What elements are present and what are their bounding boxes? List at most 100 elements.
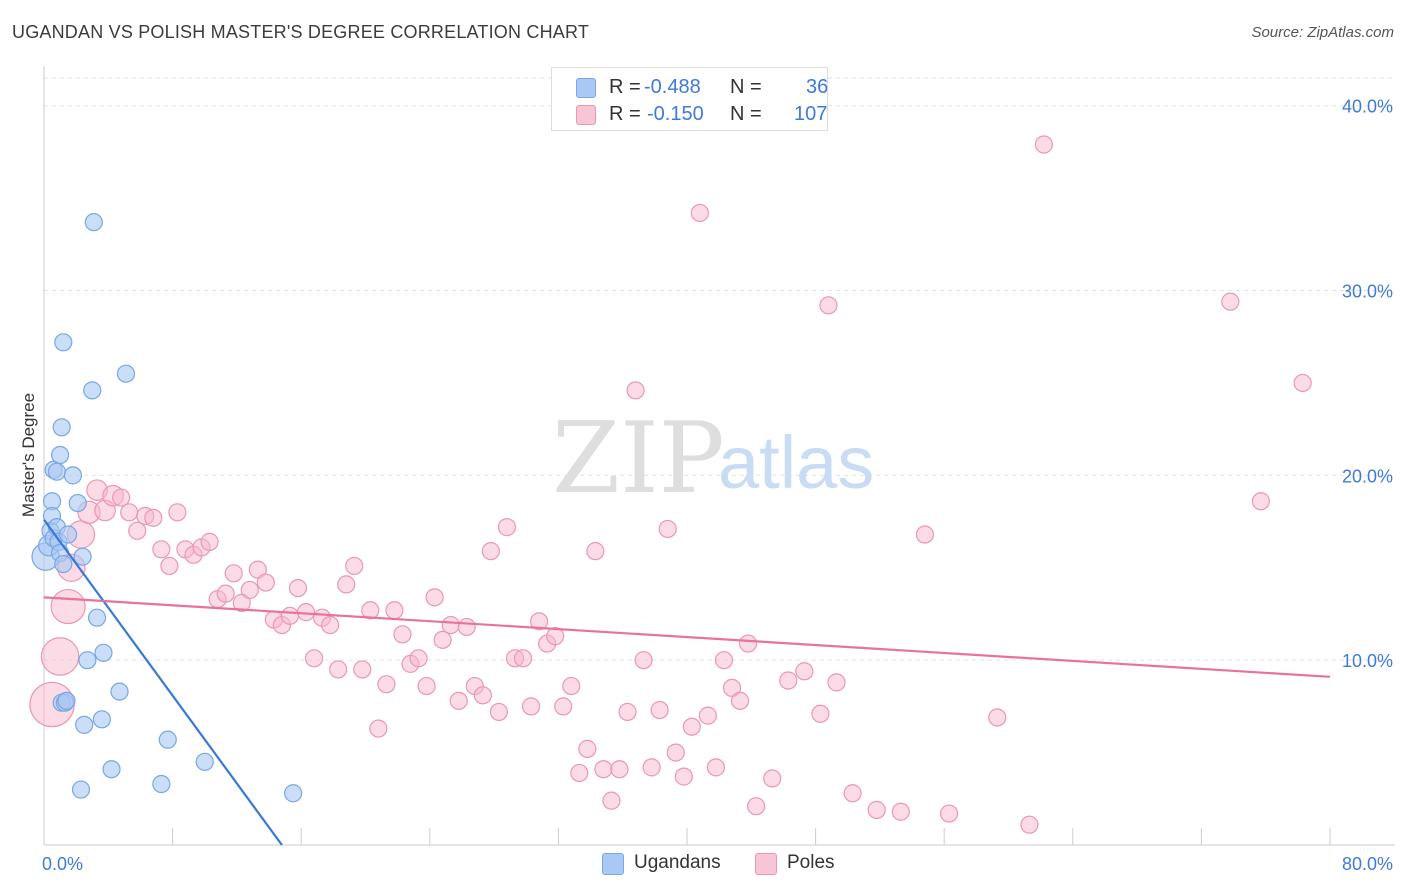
pole-point	[377, 675, 396, 694]
pole-point	[144, 508, 163, 527]
pole-point	[706, 758, 726, 777]
ugandan-point	[195, 752, 214, 771]
pole-point	[40, 637, 80, 676]
ugandan-point	[116, 364, 136, 383]
pole-point	[722, 678, 742, 698]
ugandans-legend-swatch	[602, 853, 624, 875]
poles-swatch	[576, 105, 596, 125]
stats-legend: R = -0.488 N = 36 R = -0.150 N = 107	[551, 67, 828, 131]
y-tick-label: 30.0%	[1342, 282, 1393, 302]
ugandan-point	[84, 213, 103, 232]
pole-point	[867, 800, 886, 819]
pole-point	[811, 704, 830, 723]
pole-point	[578, 739, 597, 758]
ugandan-point	[75, 715, 94, 734]
pole-point	[449, 691, 468, 710]
pole-point	[457, 617, 476, 637]
ugandans-swatch	[576, 78, 596, 98]
chart-title: UGANDAN VS POLISH MASTER'S DEGREE CORREL…	[12, 22, 590, 42]
ugandan-point	[47, 462, 66, 481]
ugandan-point	[50, 445, 70, 465]
pole-point	[763, 769, 782, 788]
ugandan-point	[158, 730, 177, 749]
pole-point	[112, 488, 131, 507]
pole-point	[329, 660, 348, 679]
pole-point	[682, 717, 701, 736]
pole-point	[666, 743, 685, 762]
pole-point	[240, 580, 259, 600]
ugandan-point	[57, 691, 76, 710]
pole-point	[256, 573, 275, 592]
pole-point	[216, 584, 235, 603]
ugandan-point	[94, 643, 113, 662]
pole-point	[248, 560, 267, 579]
tick-labels: 10.0% 20.0% 30.0% 40.0% 0.0% 80.0%	[42, 97, 1393, 874]
gridlines	[44, 77, 1395, 661]
pole-point	[738, 634, 758, 653]
n-label: N =	[730, 76, 762, 98]
ugandan-point	[284, 784, 303, 803]
pole-point	[361, 601, 380, 620]
pole-point	[570, 763, 589, 783]
pole-point	[634, 651, 653, 670]
pole-point	[521, 697, 541, 716]
pole-point	[120, 503, 139, 522]
ugandans-series	[31, 213, 303, 803]
ugandan-point	[63, 466, 83, 485]
pole-point	[795, 662, 814, 681]
pole-point	[674, 767, 693, 786]
pole-point	[642, 758, 661, 777]
pole-point	[337, 575, 356, 594]
ugandan-point	[52, 418, 71, 437]
pole-point	[481, 542, 500, 561]
pole-point	[714, 651, 734, 670]
watermark-zip: ZIP	[552, 402, 725, 516]
watermark-atlas: atlas	[718, 421, 874, 504]
pole-point	[618, 702, 637, 722]
pole-point	[345, 556, 364, 576]
ugandan-point	[78, 651, 97, 670]
r-value: -0.488	[644, 76, 701, 98]
ugandan-point	[152, 774, 171, 794]
pole-point	[489, 702, 509, 722]
pole-point	[819, 296, 838, 315]
pole-point	[433, 630, 452, 649]
ugandan-point	[54, 333, 73, 352]
pole-point	[730, 691, 750, 710]
pole-point	[891, 802, 910, 821]
pole-point	[497, 518, 517, 537]
trend-lines	[43, 519, 1331, 846]
pole-point	[610, 760, 629, 779]
pole-point	[939, 804, 959, 823]
ugandan-point	[59, 525, 78, 544]
n-value: 36	[806, 76, 829, 98]
ugandan-point	[92, 710, 111, 729]
pole-point	[843, 784, 862, 803]
pole-point	[369, 719, 388, 738]
poles-legend-swatch	[755, 853, 777, 875]
pole-point	[160, 556, 179, 576]
pole-point	[393, 625, 412, 644]
pole-point	[417, 676, 436, 696]
watermark: ZIP atlas	[552, 402, 874, 516]
pole-point	[288, 579, 308, 598]
ugandan-point	[83, 381, 102, 400]
ugandan-point	[110, 682, 129, 701]
pole-point	[779, 671, 798, 690]
pole-point	[385, 601, 404, 620]
y-tick-label: 40.0%	[1342, 97, 1393, 117]
ugandans-trend-line	[43, 519, 283, 846]
poles-legend-label: Poles	[787, 852, 835, 873]
ugandan-point	[54, 554, 73, 574]
pole-point	[232, 593, 251, 612]
pole-point	[1221, 292, 1240, 311]
pole-point	[650, 700, 669, 720]
pole-point	[200, 532, 219, 551]
pole-point	[1034, 135, 1053, 154]
y-axis-label: Master's Degree	[19, 393, 38, 517]
pole-point	[690, 203, 709, 223]
pole-point	[594, 760, 613, 779]
pole-point	[280, 606, 300, 625]
pole-point	[128, 521, 147, 540]
